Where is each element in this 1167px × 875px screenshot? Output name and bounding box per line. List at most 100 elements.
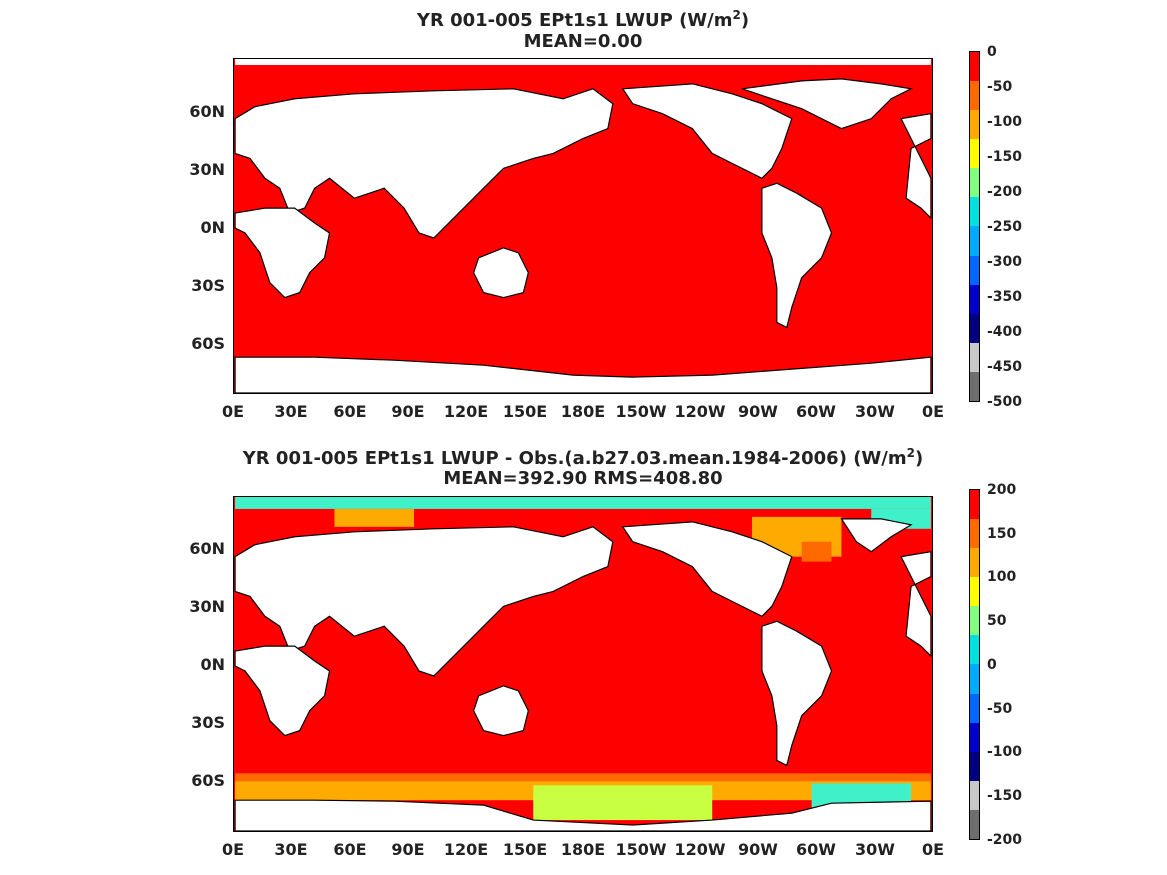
panel2-cb-label: -150: [987, 788, 1023, 804]
colorbar-segment: [970, 635, 979, 665]
panel1-cb-label: -500: [987, 394, 1023, 410]
panel1-cb-label: -350: [987, 289, 1023, 305]
panel1-cb-label: -400: [987, 324, 1023, 340]
panel1-title-sup: 2: [732, 8, 741, 22]
panel2-title-close: ): [914, 448, 924, 469]
colorbar-segment: [970, 490, 979, 520]
colorbar-segment: [970, 139, 979, 169]
panel1-xtick: 0E: [221, 402, 245, 421]
colorbar-segment: [970, 81, 979, 111]
panel2-map-svg: [234, 497, 932, 831]
panel1-xtick: 90W: [738, 402, 778, 421]
panel1-arctic: [235, 59, 931, 65]
panel2-cb-label: -100: [987, 744, 1023, 760]
panel2-map: [233, 496, 933, 832]
panel2-cb-label: 50: [987, 613, 1007, 629]
colorbar-segment: [970, 780, 979, 810]
panel1-cb-label: -50: [987, 79, 1013, 95]
panel2-xtick: 150E: [502, 840, 548, 859]
panel1-ytick-0n: 0N: [200, 218, 225, 237]
colorbar-segment: [970, 548, 979, 578]
panel1-cb-label: 0: [987, 44, 997, 60]
panel2-xtick: 90E: [391, 840, 425, 859]
colorbar-segment: [970, 809, 979, 839]
colorbar-segment: [970, 284, 979, 314]
panel2-land: [234, 518, 932, 831]
panel1-cb-label: -250: [987, 219, 1023, 235]
panel1-cb-label: -150: [987, 149, 1023, 165]
panel2-xtick: 30W: [855, 840, 895, 859]
panel1-title-close: ): [740, 10, 750, 31]
panel1-ytick-30n: 30N: [189, 160, 225, 179]
panel2-ytick-30n: 30N: [189, 597, 225, 616]
panel1-xtick: 180E: [560, 402, 606, 421]
panel2-ytick-0n: 0N: [200, 655, 225, 674]
colorbar-segment: [970, 519, 979, 549]
panel1-xtick: 60E: [333, 402, 367, 421]
panel1-xtick: 30E: [274, 402, 308, 421]
panel2-cb-label: -50: [987, 701, 1013, 717]
panel2-cb-label: 150: [987, 526, 1017, 542]
panel2-title: YR 001-005 EPt1s1 LWUP - Obs.(a.b27.03.m…: [180, 442, 986, 470]
panel1-map: [233, 58, 933, 394]
panel1-cb-label: -450: [987, 359, 1023, 375]
panel1-xtick: 0E: [921, 402, 945, 421]
panel2-xtick: 120W: [674, 840, 726, 859]
panel1-cb-label: -200: [987, 184, 1023, 200]
panel2-xtick: 0E: [921, 840, 945, 859]
colorbar-segment: [970, 226, 979, 256]
panel2-xtick: 150W: [615, 840, 667, 859]
colorbar-segment: [970, 255, 979, 285]
panel2-colorbar: [969, 489, 980, 840]
panel1-ytick-60s: 60S: [191, 334, 225, 353]
colorbar-segment: [970, 168, 979, 198]
colorbar-segment: [970, 371, 979, 401]
panel1-ytick-30s: 30S: [191, 276, 225, 295]
panel2-cb-label: 200: [987, 482, 1017, 498]
colorbar-segment: [970, 197, 979, 227]
panel1-xtick: 150E: [502, 402, 548, 421]
colorbar-segment: [970, 52, 979, 82]
colorbar-segment: [970, 110, 979, 140]
panel1-title: YR 001-005 EPt1s1 LWUP (W/m2): [233, 4, 933, 32]
panel2-xtick: 120E: [443, 840, 489, 859]
panel1-xtick: 120W: [674, 402, 726, 421]
colorbar-segment: [970, 664, 979, 694]
panel1-xtick: 30W: [855, 402, 895, 421]
panel1-subtitle: MEAN=0.00: [523, 31, 643, 52]
panel2-cb-label: 100: [987, 569, 1017, 585]
panel1-colorbar: [969, 51, 980, 402]
panel1-xtick: 60W: [796, 402, 836, 421]
panel1-cb-label: -300: [987, 254, 1023, 270]
panel1-title-text: YR 001-005 EPt1s1 LWUP (W/m: [416, 10, 733, 31]
panel2-xtick: 60W: [796, 840, 836, 859]
panel1-ytick-60n: 60N: [189, 102, 225, 121]
panel1-xtick: 150W: [615, 402, 667, 421]
panel2-xtick: 180E: [560, 840, 606, 859]
panel2-ytick-60s: 60S: [191, 771, 225, 790]
panel2-xtick: 0E: [221, 840, 245, 859]
colorbar-segment: [970, 606, 979, 636]
colorbar-segment: [970, 313, 979, 343]
panel2-ytick-60n: 60N: [189, 539, 225, 558]
panel2-cb-label: 0: [987, 657, 997, 673]
panel2-xtick: 30E: [274, 840, 308, 859]
panel2-subtitle: MEAN=392.90 RMS=408.80: [443, 468, 723, 489]
colorbar-segment: [970, 342, 979, 372]
colorbar-segment: [970, 577, 979, 607]
panel2-xtick: 90W: [738, 840, 778, 859]
panel2-antarctic-anomaly: [235, 773, 931, 821]
panel1-xtick: 90E: [391, 402, 425, 421]
colorbar-segment: [970, 751, 979, 781]
panel1-map-svg: [234, 59, 932, 393]
panel2-cb-label: -200: [987, 832, 1023, 848]
colorbar-segment: [970, 693, 979, 723]
colorbar-segment: [970, 722, 979, 752]
panel2-ytick-30s: 30S: [191, 713, 225, 732]
panel2-title-text: YR 001-005 EPt1s1 LWUP - Obs.(a.b27.03.m…: [242, 448, 907, 469]
panel2-xtick: 60E: [333, 840, 367, 859]
panel1-cb-label: -100: [987, 114, 1023, 130]
panel1-land: [234, 78, 932, 393]
panel1-xtick: 120E: [443, 402, 489, 421]
panel2-title-sup: 2: [906, 446, 915, 460]
